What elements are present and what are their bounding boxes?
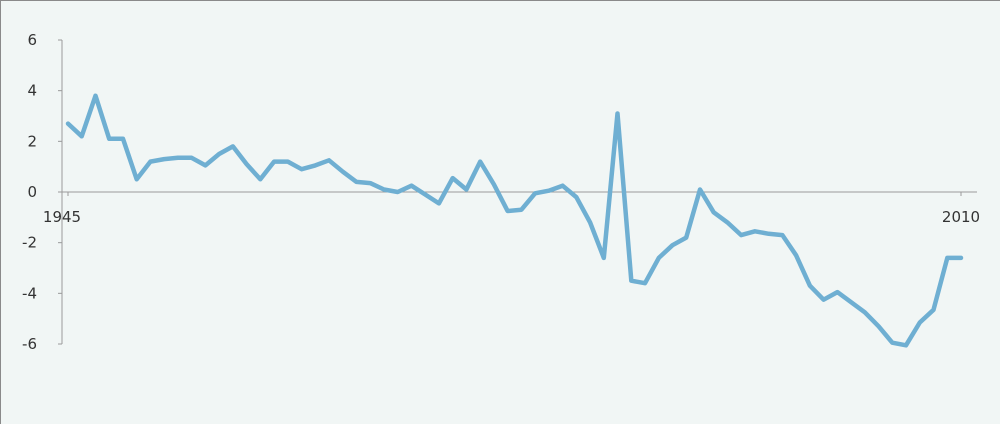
data-point — [232, 145, 234, 147]
data-point — [273, 161, 275, 163]
data-point — [754, 230, 756, 232]
data-point — [397, 191, 399, 193]
data-point — [905, 344, 907, 346]
x-tick-label: 2010 — [942, 208, 980, 226]
data-point — [658, 257, 660, 259]
data-point — [95, 95, 96, 97]
data-point — [136, 178, 138, 180]
data-point — [149, 161, 151, 163]
data-point — [342, 171, 344, 173]
data-point — [575, 196, 577, 198]
y-tick-label: 6 — [27, 31, 37, 49]
data-point — [411, 185, 412, 187]
data-point — [672, 244, 673, 246]
data-point — [864, 311, 866, 313]
data-point — [424, 194, 426, 195]
data-point — [726, 221, 728, 223]
data-point — [644, 282, 646, 284]
data-point — [177, 157, 179, 159]
data-point — [108, 138, 110, 140]
data-point — [781, 234, 783, 236]
data-point — [740, 234, 742, 236]
y-tick-label: 2 — [27, 132, 37, 150]
data-point — [204, 164, 206, 166]
data-point — [630, 280, 632, 282]
data-point — [163, 158, 165, 160]
data-point — [465, 189, 467, 190]
data-point — [836, 291, 838, 293]
data-point — [493, 183, 495, 185]
data-point — [850, 301, 852, 303]
y-tick-label: -2 — [22, 234, 37, 252]
data-point — [520, 209, 522, 211]
data-point — [795, 254, 797, 256]
data-point — [383, 189, 385, 190]
data-point — [823, 299, 825, 301]
data-point — [960, 257, 962, 259]
x-tick-label: 1945 — [43, 208, 81, 226]
data-point — [452, 177, 454, 179]
data-point — [479, 161, 481, 163]
y-tick-label: -4 — [22, 284, 37, 302]
data-point — [603, 257, 605, 259]
data-point — [218, 153, 220, 155]
data-point — [685, 237, 687, 239]
data-point — [67, 123, 69, 125]
data-point — [246, 163, 248, 165]
data-point — [301, 168, 303, 170]
y-tick-label: 4 — [27, 82, 37, 100]
data-point — [617, 113, 618, 114]
data-point — [933, 309, 934, 311]
data-point — [589, 221, 591, 223]
y-tick-label: 0 — [27, 183, 37, 201]
data-point — [81, 135, 83, 137]
data-point — [259, 178, 261, 180]
data-point — [314, 164, 316, 166]
data-point — [768, 233, 770, 235]
axes — [61, 40, 977, 344]
data-point — [328, 159, 330, 161]
data-point — [919, 322, 921, 323]
data-point — [713, 211, 715, 213]
data-point — [287, 161, 289, 163]
data-point — [534, 192, 536, 194]
data-point — [507, 210, 509, 212]
y-axis-ticks: 6 4 2 0 -2 -4 -6 — [22, 31, 62, 353]
data-point — [809, 285, 811, 287]
data-point — [878, 325, 880, 327]
y-tick-label: -6 — [22, 335, 37, 353]
data-point — [562, 185, 564, 187]
data-point — [548, 190, 550, 192]
data-point — [122, 138, 124, 140]
series-line — [65, 93, 964, 348]
data-point — [356, 181, 357, 183]
series-group — [65, 93, 964, 348]
data-point — [369, 182, 371, 184]
data-point — [946, 257, 948, 259]
data-point — [699, 189, 701, 190]
data-point — [438, 202, 440, 204]
data-point — [891, 342, 893, 344]
data-point — [191, 157, 193, 159]
x-axis-ticks: 1945 2010 — [43, 192, 980, 226]
